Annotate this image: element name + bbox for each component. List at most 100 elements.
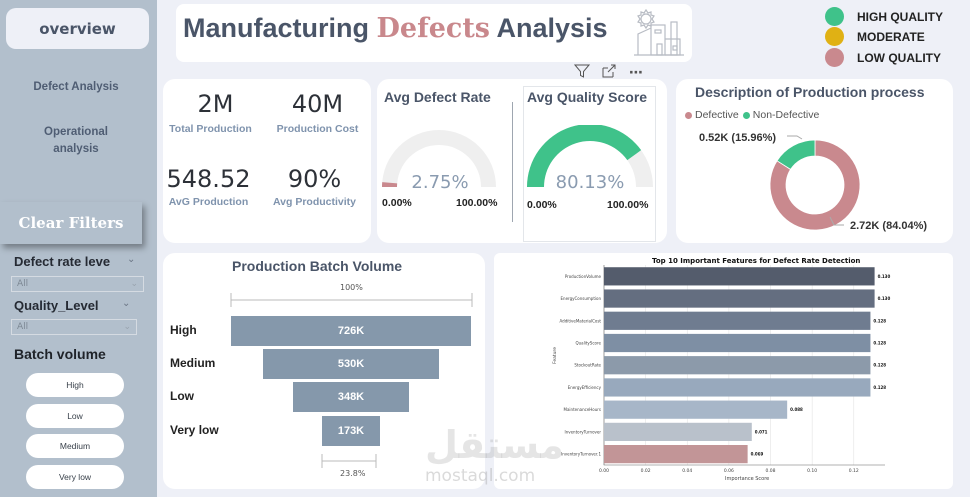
feature-bar [604, 267, 875, 286]
feature-value-label: 0.071 [755, 429, 768, 434]
gauge-defect-rate-title: Avg Defect Rate [384, 89, 491, 105]
batch-volume-option-low[interactable]: Low [26, 404, 124, 428]
watermark-arabic: مستقل [425, 423, 564, 467]
funnel-top-bracket [230, 293, 473, 307]
nav-defect-analysis-button[interactable]: Defect Analysis [33, 81, 119, 93]
nav-overview-button[interactable]: overview [6, 8, 149, 49]
x-tick-label: 0.02 [641, 468, 651, 474]
funnel-category-label: Low [170, 389, 194, 403]
kpi-production-cost-value: 40M [291, 90, 344, 118]
x-tick-label: 0.06 [724, 468, 734, 474]
feature-value-label: 0.128 [873, 318, 886, 323]
x-tick-label: 0.08 [766, 468, 776, 474]
feature-importance-chart: 0.00 0.02 0.04 0.06 0.08 0.10 0.12 ProductionVo… [559, 265, 891, 474]
kpi-total-production-label: Total Production [169, 123, 252, 135]
quality-level-slicer-title: Quality_Level [14, 298, 99, 313]
kpi-production-cost-label: Production Cost [276, 123, 359, 135]
legend-high-quality: HIGH QUALITY [825, 7, 943, 26]
donut-label-defective: 2.72K (84.04%) [850, 220, 928, 232]
funnel-bar-low[interactable]: 348K [293, 382, 409, 412]
donut-slice-defective [769, 139, 861, 231]
feature-label: ProductionVolume [565, 274, 602, 279]
feature-label: QualityScore [576, 341, 602, 346]
donut-legend: Defective Non-Defective [685, 109, 819, 121]
defect-rate-dropdown[interactable]: All ⌄ [11, 276, 144, 292]
kpi-total-production-value: 2M [197, 90, 234, 118]
x-tick-label: 0.00 [599, 468, 609, 474]
quality-level-dropdown[interactable]: All ⌄ [11, 319, 137, 335]
feature-value-label: 0.088 [790, 407, 803, 412]
batch-volume-option-medium[interactable]: Medium [26, 434, 124, 458]
legend-label[interactable]: Non-Defective [752, 109, 820, 121]
gauge-quality-frame [523, 86, 656, 242]
feature-value-label: 0.128 [873, 385, 886, 390]
gauge-defect-rate [382, 130, 496, 187]
funnel-bottom-bracket [321, 454, 377, 468]
defective-dot-icon [685, 111, 692, 119]
more-options-icon[interactable]: ⋯ [629, 65, 643, 81]
title-card [176, 4, 692, 62]
chevron-down-icon: ⌄ [130, 279, 138, 289]
visual-header: ⋯ [573, 64, 643, 82]
donut-title: Description of Production process [695, 84, 925, 100]
donut-chart [769, 139, 861, 231]
legend-label: HIGH QUALITY [857, 9, 943, 24]
gauge-fill [382, 182, 398, 187]
chevron-down-icon: ⌄ [123, 322, 131, 332]
page-title: Manufacturing Defects Analysis [183, 13, 608, 44]
feature-label: InventoryTurnover [564, 429, 601, 434]
feature-bar [604, 289, 875, 308]
legend-low-quality: LOW QUALITY [825, 48, 941, 67]
feature-bar [604, 333, 871, 353]
gauges-card [377, 79, 667, 243]
dropdown-value: All [17, 322, 29, 332]
feature-label: AdditiveMaterialCost [559, 318, 601, 323]
kpi-avg-production-label: AvG Production [168, 196, 249, 208]
batch-volume-option-very-low[interactable]: Very low [26, 465, 124, 489]
axes [603, 265, 885, 466]
focus-mode-icon[interactable] [602, 64, 617, 82]
funnel-bar-medium[interactable]: 530K [263, 349, 439, 379]
funnel-category-label: High [170, 323, 197, 337]
non-defective-dot-icon [742, 111, 750, 119]
gauge-max-label: 100.00% [456, 197, 498, 209]
gauge-quality-score-title: Avg Quality Score [527, 89, 648, 105]
funnel-bottom-pct: 23.8% [340, 469, 366, 478]
factory-gear-icon [634, 8, 684, 56]
low-quality-dot-icon [825, 48, 844, 67]
chevron-down-icon[interactable]: ⌄ [122, 298, 131, 309]
feature-bar [604, 356, 871, 375]
feature-bar [604, 311, 871, 330]
title-part: Analysis [490, 13, 608, 43]
kpi-card [163, 79, 371, 243]
feature-value-label: 0.128 [873, 341, 886, 346]
nav-operational-analysis-button[interactable]: Operational analysis [44, 126, 108, 155]
legend-label: LOW QUALITY [857, 50, 941, 65]
chevron-down-icon[interactable]: ⌄ [127, 254, 136, 265]
feature-chart-title: Top 10 Important Features for Defect Rat… [652, 257, 861, 265]
title-accent: Defects [376, 13, 491, 44]
batch-volume-title: Batch volume [14, 346, 106, 362]
funnel-bar-high[interactable]: 726K [231, 316, 471, 346]
funnel-top-pct: 100% [340, 283, 363, 292]
legend-label[interactable]: Defective [695, 109, 739, 121]
title-part: Manufacturing [183, 13, 377, 43]
batch-volume-option-high[interactable]: High [26, 373, 124, 397]
gauge-max-label: 100.00% [607, 199, 649, 211]
feature-value-label: 0.130 [878, 296, 891, 301]
x-tick-label: 0.12 [849, 468, 859, 474]
feature-bar [604, 378, 871, 397]
feature-label: MaintenanceHours [564, 407, 601, 412]
funnel-category-label: Medium [170, 356, 216, 370]
legend-moderate: MODERATE [825, 27, 925, 46]
feature-chart-xlabel: Importance Score [725, 476, 770, 482]
legend-label: MODERATE [857, 29, 925, 44]
funnel-bar-very-low[interactable]: 173K [322, 416, 380, 446]
filter-icon[interactable] [573, 64, 591, 82]
high-quality-dot-icon [825, 7, 844, 26]
feature-label: InventoryTurnover.1 [561, 452, 601, 457]
clear-filters-button[interactable]: Clear Filters [0, 202, 142, 244]
dropdown-value: All [17, 279, 29, 289]
feature-label: EnergyConsumption [561, 296, 602, 301]
funnel-category-label: Very low [170, 423, 219, 437]
